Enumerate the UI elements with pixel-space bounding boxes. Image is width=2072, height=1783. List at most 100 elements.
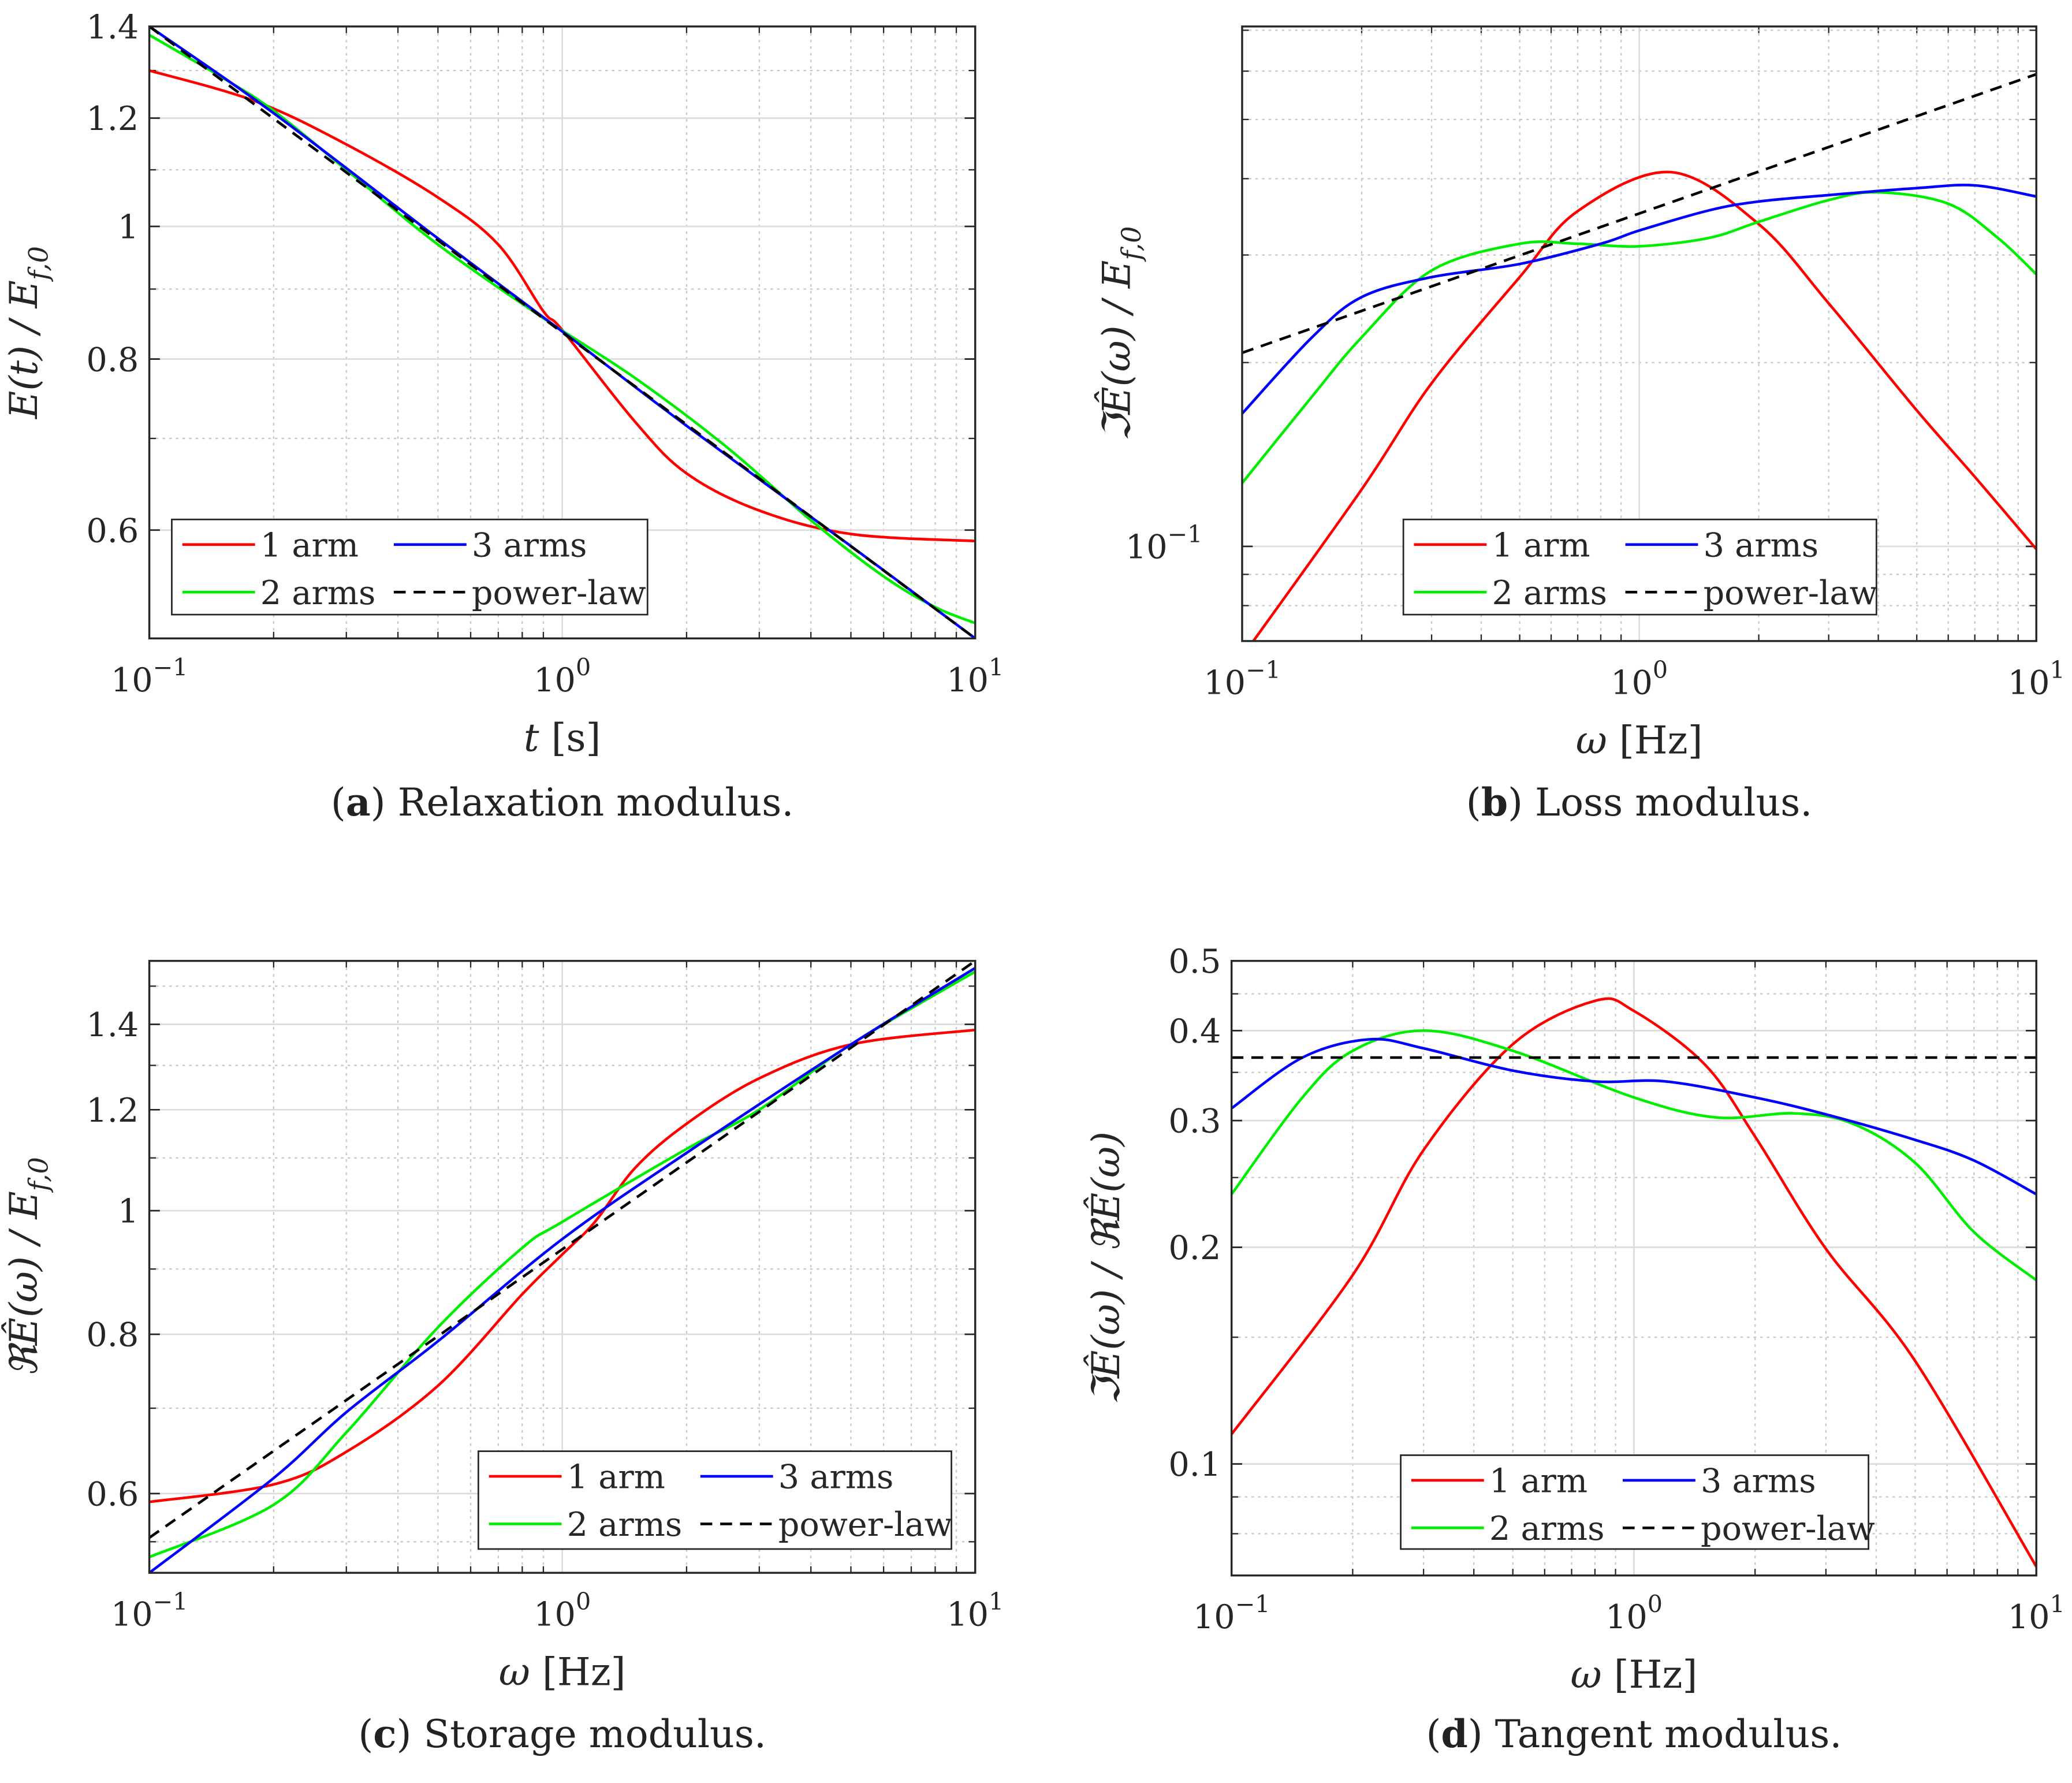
x-tick-label: 101 — [2008, 656, 2065, 702]
x-tick-exponent: −1 — [153, 653, 188, 681]
y-axis-subscript: f,0 — [23, 246, 54, 282]
caption-close-paren: ) — [1468, 1711, 1483, 1756]
y-tick-label: 0.5 — [1168, 943, 1221, 981]
series-line-1-arm — [1251, 170, 2037, 641]
x-axis-unit: [Hz] — [1607, 717, 1703, 762]
legend-label: 1 arm — [1489, 1462, 1587, 1501]
x-tick-exponent: 1 — [2050, 1591, 2065, 1618]
series-group — [149, 26, 975, 639]
axes-box — [148, 25, 977, 640]
x-axis-unit: [Hz] — [1602, 1652, 1698, 1697]
y-axis-subscript: f,0 — [1116, 226, 1147, 262]
y-tick-label: 0.2 — [1168, 1229, 1221, 1267]
y-tick-exponent: −1 — [1168, 520, 1203, 548]
legend-box — [477, 1450, 952, 1550]
x-tick-base: 10 — [111, 1596, 153, 1634]
subfigure-caption: (d) Tangent modulus. — [1426, 1711, 1842, 1756]
x-tick-exponent: 0 — [1653, 656, 1668, 684]
y-axis-main: ℑÊ(ω) / E — [1093, 260, 1139, 442]
series-line-2-arms — [149, 33, 975, 625]
y-tick-label: 0.6 — [86, 1475, 139, 1513]
subfigure-caption: (a) Relaxation modulus. — [331, 780, 794, 825]
legend-label: 1 arm — [260, 526, 359, 564]
y-tick-base: 10 — [1126, 528, 1168, 567]
x-tick-exponent: 0 — [576, 653, 591, 681]
series-line-3-arms — [149, 966, 975, 1573]
legend: 1 arm 3 arms 2 arms power-law — [171, 518, 649, 616]
x-tick-label: 100 — [534, 1588, 591, 1633]
series-line-2-arms — [1242, 191, 2037, 484]
caption-close-paren: ) — [1508, 780, 1523, 825]
y-axis-main: ℑÊ(ω) / ℜÊ(ω) — [1083, 1131, 1128, 1405]
x-tick-label: 10−1 — [111, 1588, 188, 1633]
caption-text: Relaxation modulus. — [386, 780, 794, 825]
x-axis-label: ω [Hz] — [1576, 717, 1703, 762]
y-axis-subscript: f,0 — [23, 1157, 54, 1193]
caption-open-paren: ( — [1466, 780, 1481, 825]
legend: 1 arm 3 arms 2 arms power-law — [1402, 518, 1878, 616]
y-tick-label: 1.4 — [86, 8, 139, 46]
caption-letter: b — [1481, 780, 1508, 825]
caption-open-paren: ( — [1426, 1711, 1441, 1756]
x-tick-base: 10 — [2008, 664, 2050, 702]
x-tick-exponent: 1 — [2050, 656, 2065, 684]
caption-letter: a — [346, 780, 371, 825]
legend-label: power-law — [778, 1506, 953, 1544]
x-tick-label: 101 — [946, 653, 1004, 699]
x-tick-label: 100 — [1605, 1591, 1663, 1636]
x-tick-base: 10 — [1611, 664, 1653, 702]
x-tick-exponent: 0 — [1648, 1591, 1663, 1618]
x-tick-base: 10 — [1605, 1598, 1648, 1636]
series-line-3-arms — [1231, 1037, 2037, 1196]
y-tick-label: 0.6 — [86, 512, 139, 550]
x-axis-variable: ω — [499, 1650, 530, 1695]
caption-text: Storage modulus. — [412, 1711, 766, 1756]
subfigure-caption: (b) Loss modulus. — [1466, 780, 1813, 825]
y-tick-label: 0.1 — [1168, 1446, 1221, 1484]
legend-label: 2 arms — [260, 574, 376, 612]
y-axis-label: E(t) / Ef,0 — [1, 246, 54, 419]
x-tick-label: 100 — [1611, 656, 1668, 702]
x-tick-label: 10−1 — [111, 653, 188, 699]
axes-box — [148, 959, 977, 1574]
y-tick-label: 0.4 — [1168, 1013, 1221, 1051]
y-tick-label: 1 — [118, 1193, 139, 1231]
y-axis-label: ℜÊ(ω) / Ef,0 — [1, 1157, 54, 1376]
y-axis-label: ℑÊ(ω) / ℜÊ(ω) — [1083, 1131, 1128, 1405]
series-group — [1231, 997, 2037, 1568]
x-tick-base: 10 — [946, 1596, 989, 1634]
x-axis-label: ω [Hz] — [1571, 1652, 1698, 1697]
x-tick-label: 101 — [2008, 1591, 2065, 1636]
x-tick-base: 10 — [2008, 1598, 2050, 1636]
x-tick-exponent: −1 — [1235, 1591, 1270, 1618]
legend-label: power-law — [1704, 574, 1878, 612]
y-tick-label: 0.8 — [86, 1316, 139, 1354]
y-tick-label: 1.4 — [86, 1006, 139, 1044]
x-tick-base: 10 — [534, 661, 576, 699]
x-tick-label: 10−1 — [1193, 1591, 1270, 1636]
caption-open-paren: ( — [331, 780, 346, 825]
x-axis-label: ω [Hz] — [499, 1650, 626, 1695]
y-tick-label: 1 — [118, 209, 139, 247]
y-tick-label: 1.2 — [86, 1092, 139, 1130]
subfigure-caption: (c) Storage modulus. — [358, 1711, 766, 1756]
caption-text: Tangent modulus. — [1483, 1711, 1842, 1756]
legend-box — [1400, 1454, 1869, 1550]
legend-label: 1 arm — [1492, 526, 1590, 564]
series-line-power-law — [149, 961, 975, 1539]
caption-close-paren: ) — [397, 1711, 412, 1756]
legend-label: 3 arms — [778, 1458, 894, 1497]
series-line-1-arm — [149, 69, 975, 543]
x-tick-base: 10 — [1203, 664, 1246, 702]
x-tick-label: 101 — [946, 1588, 1004, 1633]
legend-box — [171, 518, 649, 616]
series-line-3-arms — [1242, 184, 2037, 415]
legend-label: 3 arms — [1704, 526, 1819, 564]
legend-label: power-law — [1701, 1510, 1875, 1548]
legend-label: 1 arm — [567, 1458, 665, 1497]
legend-label: 2 arms — [1492, 574, 1607, 612]
